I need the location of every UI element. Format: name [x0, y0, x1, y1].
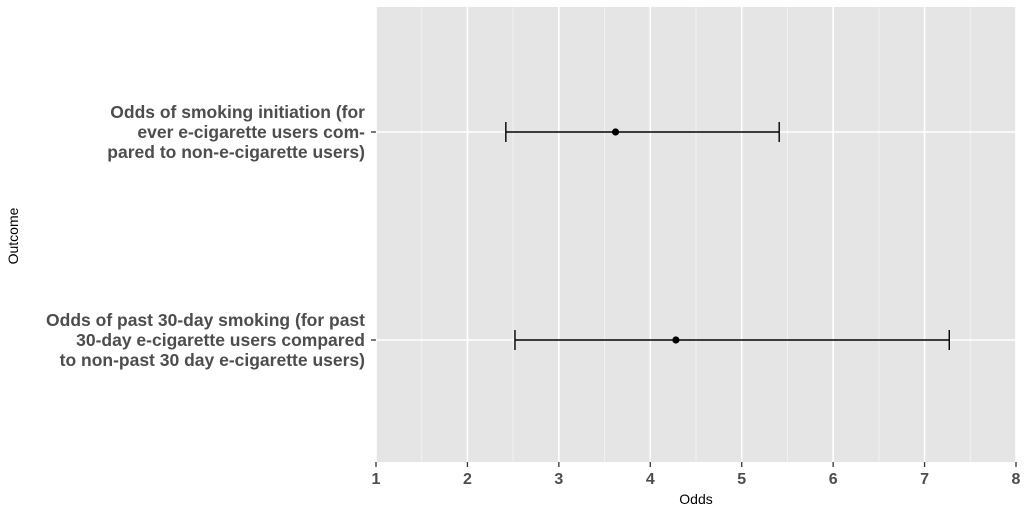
category-label-line: ever e-cigarette users com-: [137, 122, 365, 142]
x-axis-ticks: 1 2 3 4 5 6 7 8: [372, 462, 1021, 488]
y-axis-ticks: [371, 131, 376, 341]
x-tick-label: 2: [463, 471, 472, 488]
error-bars: [505, 122, 950, 350]
major-gridlines: [375, 7, 1017, 462]
category-label: Odds of smoking initiation (for ever e-ci…: [107, 102, 365, 162]
y-axis-title: Outcome: [5, 207, 21, 264]
x-tick-label: 6: [829, 471, 838, 488]
category-label: Odds of past 30-day smoking (for past 30-…: [46, 310, 365, 370]
category-label-line: 30-day e-cigarette users compared: [76, 330, 365, 350]
category-label-line: Odds of smoking initiation (for: [110, 102, 365, 122]
x-tick-label: 7: [920, 471, 929, 488]
error-bar-2: [514, 330, 950, 350]
x-tick-label: 5: [737, 471, 746, 488]
x-tick-label: 3: [554, 471, 563, 488]
category-label-line: to non-past 30 day e-cigarette users): [60, 350, 365, 370]
x-tick-label: 4: [646, 471, 655, 488]
estimate-point: [672, 336, 680, 344]
x-axis-title: Odds: [679, 491, 712, 507]
error-bar-1: [505, 122, 780, 142]
category-labels: Odds of smoking initiation (for ever e-ci…: [46, 102, 365, 370]
estimate-point: [611, 128, 620, 136]
category-label-line: pared to non-e-cigarette users): [107, 142, 365, 162]
x-tick-label: 8: [1012, 471, 1021, 488]
category-label-line: Odds of past 30-day smoking (for past: [46, 310, 365, 330]
minor-gridlines: [421, 7, 971, 462]
x-tick-label: 1: [372, 471, 381, 488]
